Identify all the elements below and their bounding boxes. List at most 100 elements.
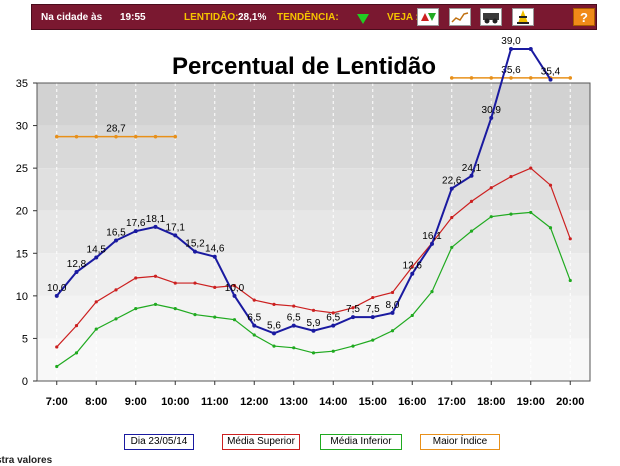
max-index-point	[54, 134, 59, 139]
plot-band	[37, 338, 590, 381]
max-index-point	[74, 134, 79, 139]
max-index-point	[449, 76, 454, 80]
x-tick-label: 11:00	[201, 396, 229, 408]
data-label: 22,6	[442, 176, 462, 187]
plot-frame	[36, 82, 591, 382]
series-point	[331, 311, 335, 315]
max-index-label: 35,6	[501, 65, 521, 76]
top-bar: Na cidade às 19:55 LENTIDÃO: 28,1% TENDÊ…	[31, 4, 597, 30]
series-point	[469, 229, 474, 233]
data-label: 16,1	[422, 231, 442, 242]
series-point	[153, 302, 158, 306]
data-label: 15,2	[185, 239, 205, 250]
max-index-point	[133, 134, 138, 139]
line-chart-icon[interactable]	[449, 8, 471, 26]
x-tick-label: 8:00	[85, 396, 107, 408]
series-point	[54, 293, 59, 298]
series-point	[548, 183, 553, 187]
data-label: 16,5	[106, 228, 126, 239]
traffic-cone-icon[interactable]	[512, 8, 534, 26]
series-point	[548, 77, 553, 82]
series-point	[509, 212, 513, 216]
data-label: 35,4	[541, 67, 561, 78]
updown-arrows-icon[interactable]	[417, 8, 439, 26]
series-point	[489, 115, 494, 120]
y-tick-label: 25	[16, 163, 28, 175]
series-point	[390, 290, 395, 295]
series-point	[489, 215, 493, 219]
series-point	[74, 351, 79, 355]
series-point	[410, 265, 414, 269]
x-tick-label: 7:00	[46, 396, 68, 408]
data-label: 6,5	[326, 313, 340, 324]
data-label: 24,1	[462, 163, 482, 174]
max-index-point	[528, 76, 533, 80]
series-point	[232, 284, 237, 288]
footer-text: stra valores	[0, 455, 53, 466]
series-point	[509, 175, 513, 179]
series-line	[55, 47, 552, 335]
data-label: 14,6	[205, 244, 225, 255]
plot-band	[37, 253, 590, 296]
series-point	[331, 323, 336, 328]
series-point	[568, 237, 572, 241]
series-point	[450, 245, 454, 249]
data-label: 6,5	[247, 313, 261, 324]
data-label: 14,5	[87, 245, 107, 256]
data-label: 39,0	[501, 36, 521, 47]
series-point	[193, 312, 197, 317]
plot-band	[37, 125, 590, 169]
series-point	[311, 351, 316, 355]
data-label: 18,1	[146, 214, 166, 225]
help-button[interactable]: ?	[573, 8, 595, 26]
data-label: 17,1	[166, 222, 186, 233]
x-tick-label: 16:00	[398, 396, 426, 408]
data-label: 7,5	[366, 304, 380, 315]
max-index-label: 28,7	[106, 124, 126, 135]
series-point	[114, 317, 118, 321]
series-point	[568, 278, 572, 283]
series-point	[272, 331, 276, 336]
max-index-point	[489, 76, 494, 80]
y-tick-label: 35	[16, 78, 28, 90]
series-point	[94, 255, 99, 260]
legend-item-upper-average: Média Superior	[222, 434, 300, 450]
see-label: VEJA :	[387, 12, 419, 23]
series-point	[410, 271, 415, 276]
max-index-point	[114, 134, 118, 139]
x-tick-label: 17:00	[438, 396, 466, 408]
series-point	[94, 300, 98, 304]
data-label: 10,0	[47, 283, 67, 294]
y-tick-label: 5	[22, 333, 28, 345]
series-point	[291, 323, 296, 328]
series-point	[74, 324, 79, 328]
series-point	[94, 327, 98, 331]
chart-title: Percentual de Lentidão	[172, 53, 436, 80]
series-point	[153, 224, 158, 229]
slowness-value: 28,1%	[238, 12, 267, 23]
data-label: 8,0	[386, 300, 400, 311]
series-point	[311, 328, 316, 333]
series-point	[390, 329, 395, 333]
x-tick-label: 15:00	[359, 396, 387, 408]
series-point	[351, 344, 355, 348]
plot-band	[37, 83, 590, 126]
vehicles-icon[interactable]	[480, 8, 502, 26]
series-point	[114, 238, 118, 243]
y-tick-label: 30	[16, 121, 28, 133]
series-point	[173, 233, 178, 238]
x-tick-label: 12:00	[240, 396, 268, 408]
series-point	[193, 281, 197, 285]
series-point	[489, 186, 493, 190]
series-point	[55, 364, 59, 369]
data-label: 7,5	[346, 304, 360, 315]
series-point	[292, 304, 296, 308]
data-label: 6,5	[287, 313, 301, 324]
x-tick-label: 13:00	[280, 396, 308, 408]
slowness-label: LENTIDÃO:	[184, 12, 239, 23]
down-triangle-icon	[356, 12, 370, 30]
series-point	[351, 306, 355, 310]
series-point	[74, 270, 79, 275]
series-point	[252, 298, 256, 302]
max-index-point	[469, 76, 474, 80]
